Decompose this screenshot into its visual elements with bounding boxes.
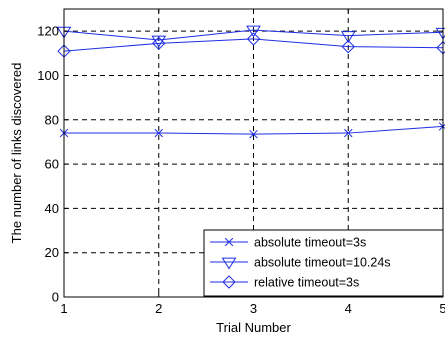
data-point: [435, 27, 445, 40]
legend-label: absolute timeout=10.24s: [254, 256, 391, 270]
legend-label: relative timeout=3s: [254, 276, 359, 290]
x-tick-label: 5: [439, 301, 445, 316]
data-point: [246, 32, 261, 46]
y-tick-label: 0: [52, 290, 59, 305]
y-axis-label: The number of links discovered: [9, 63, 24, 244]
data-point: [222, 275, 236, 289]
data-point: [341, 39, 355, 54]
legend: absolute timeout=3s absolute timeout=10.2…: [203, 229, 444, 297]
x-tick-label: 3: [250, 301, 257, 316]
data-point: [246, 25, 261, 38]
data-point: [224, 237, 234, 247]
series-line: [63, 38, 444, 52]
data-point: [152, 36, 166, 51]
data-point: [154, 128, 163, 138]
series-line: [63, 29, 444, 41]
tick-labels: 1 2 3 4 5 0 20 40 60 80 100 120: [37, 24, 445, 316]
legend-label: absolute timeout=3s: [254, 236, 366, 250]
data-point: [151, 35, 167, 48]
y-tick-label: 100: [37, 68, 59, 83]
data-point: [249, 129, 258, 139]
x-tick-label: 1: [60, 301, 67, 316]
data-point: [221, 257, 237, 270]
y-tick-label: 40: [45, 201, 59, 216]
data-point: [340, 31, 356, 44]
x-axis-label: Trial Number: [216, 320, 291, 335]
data-point: [344, 128, 353, 138]
y-tick-label: 60: [45, 157, 59, 172]
y-tick-label: 120: [37, 24, 59, 39]
y-tick-label: 80: [45, 112, 59, 127]
legend-box: [203, 229, 444, 297]
x-tick-label: 4: [345, 301, 352, 316]
x-tick-label: 2: [155, 301, 162, 316]
series-layer: [56, 25, 445, 139]
y-tick-label: 20: [45, 245, 59, 260]
